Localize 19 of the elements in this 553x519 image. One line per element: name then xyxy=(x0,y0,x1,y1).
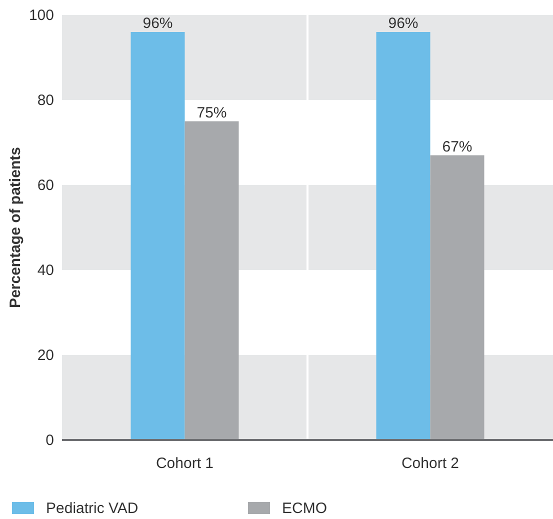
data-label: 67% xyxy=(442,138,472,156)
bar xyxy=(376,32,430,440)
legend-label: ECMO xyxy=(282,500,327,517)
bar xyxy=(130,32,185,440)
y-tick-label: 80 xyxy=(37,92,54,109)
data-label: 75% xyxy=(196,104,227,122)
data-label: 96% xyxy=(142,15,173,32)
x-tick-label: Cohort 2 xyxy=(401,455,460,472)
x-tick-label: Cohort 1 xyxy=(156,455,214,472)
bar xyxy=(430,155,484,440)
y-tick-label: 0 xyxy=(46,432,54,449)
y-tick-label: 60 xyxy=(37,177,54,194)
y-tick-label: 40 xyxy=(37,262,54,279)
y-tick-label: 20 xyxy=(37,347,54,364)
bar xyxy=(184,121,239,440)
y-axis-title: Percentage of patients xyxy=(7,147,24,308)
y-tick-label: 100 xyxy=(28,7,54,24)
legend-label: Pediatric VAD xyxy=(46,500,138,517)
data-label: 96% xyxy=(388,15,418,32)
